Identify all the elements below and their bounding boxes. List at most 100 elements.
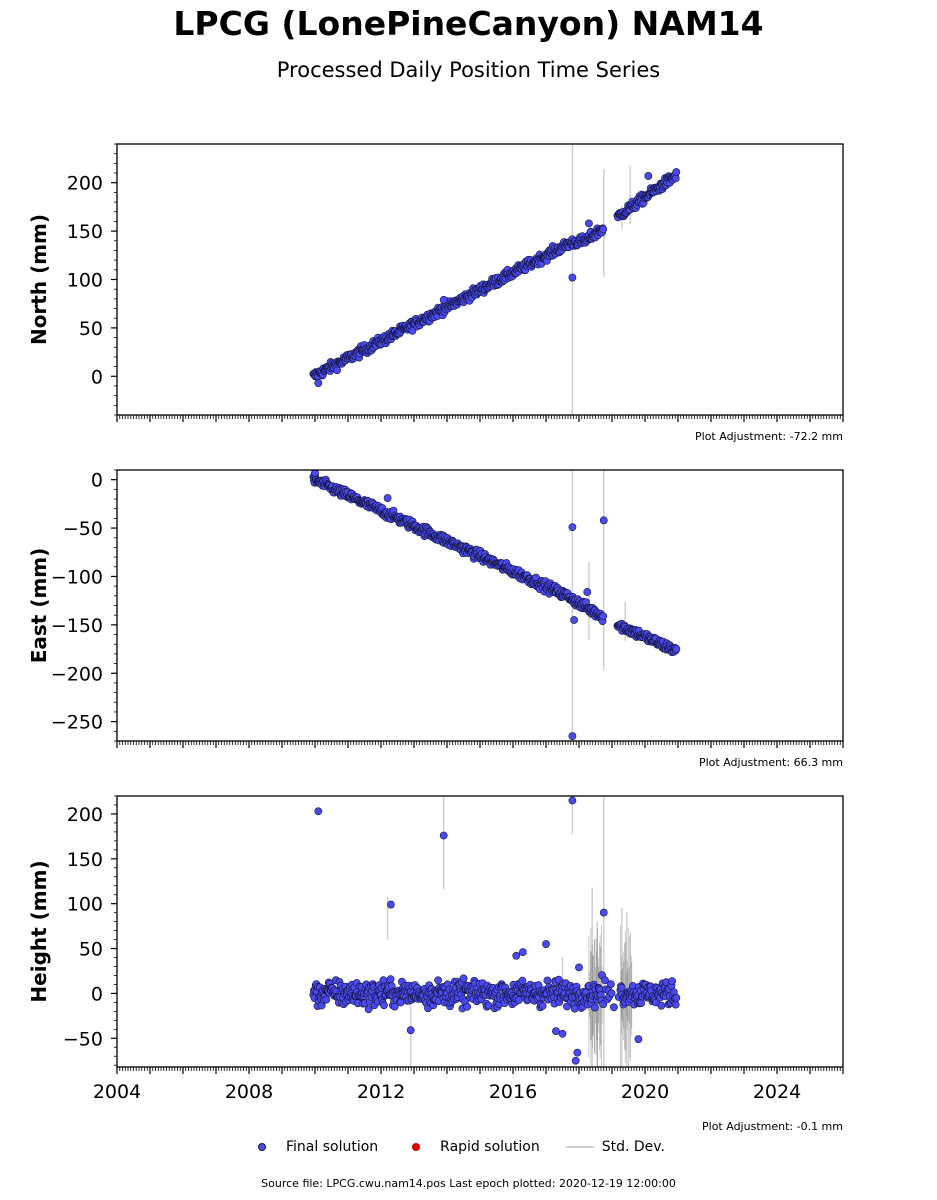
data-point <box>519 948 527 957</box>
data-point <box>607 989 616 998</box>
data-point <box>396 998 405 1007</box>
data-point <box>364 1005 373 1014</box>
y-tick-label: −200 <box>51 663 103 685</box>
y-tick-label: 50 <box>79 939 103 961</box>
y-tick-label: 50 <box>79 318 103 340</box>
data-point <box>585 219 593 228</box>
panel-3: −50 0 50 100 150 200 2004 2008 2012 2016 2020 2024 H… <box>27 795 844 1133</box>
legend-item-final: Final solution <box>250 1139 378 1155</box>
data-point <box>333 366 341 375</box>
data-point <box>314 807 323 816</box>
y-tick-label: 100 <box>67 270 103 292</box>
data-point <box>568 796 577 805</box>
y-tick-label: −100 <box>51 566 103 588</box>
data-point <box>671 1000 680 1009</box>
data-point <box>518 976 527 985</box>
y-tick-label: 150 <box>67 221 103 243</box>
chart-subtitle: Processed Daily Position Time Series <box>276 58 661 82</box>
data-point <box>558 1029 567 1038</box>
data-point <box>568 273 577 282</box>
y-axis-label: East (mm) <box>27 548 51 664</box>
data-point <box>672 168 681 176</box>
data-point <box>439 831 448 840</box>
data-point <box>314 379 323 387</box>
y-tick-label: 0 <box>91 983 103 1005</box>
plot-area <box>309 144 681 415</box>
data-point <box>573 1048 582 1057</box>
std-dev-line-icon <box>565 1140 594 1154</box>
final-solution-marker-icon <box>250 1140 278 1154</box>
data-point <box>380 1001 388 1010</box>
data-point <box>463 1002 472 1011</box>
legend: Final solution Rapid solution Std. Dev. <box>250 1136 691 1158</box>
data-point <box>439 295 448 304</box>
legend-label-stddev: Std. Dev. <box>601 1139 665 1155</box>
source-note: Source file: LPCG.cwu.nam14.pos Last epo… <box>261 1177 676 1190</box>
y-tick-label: −150 <box>51 615 103 637</box>
data-point <box>599 225 608 234</box>
data-point <box>599 516 608 525</box>
y-tick-label: −50 <box>63 518 103 540</box>
data-point <box>406 1026 415 1035</box>
data-point <box>657 1001 666 1010</box>
plot-area <box>309 796 681 1067</box>
legend-item-rapid: Rapid solution <box>404 1139 540 1155</box>
data-point <box>599 908 608 917</box>
legend-item-stddev: Std. Dev. <box>565 1139 665 1155</box>
y-tick-label: −50 <box>63 1028 103 1050</box>
data-point <box>568 732 577 741</box>
data-point <box>599 612 608 621</box>
y-axis-label: North (mm) <box>27 214 51 345</box>
data-point <box>568 523 577 532</box>
data-point <box>672 994 681 1002</box>
data-point <box>383 494 392 502</box>
data-point <box>512 951 521 960</box>
rapid-solution-marker-icon <box>404 1140 432 1154</box>
data-point <box>668 977 676 986</box>
data-point <box>434 976 442 985</box>
chart-title: LPCG (LonePineCanyon) NAM14 <box>173 4 764 43</box>
data-point <box>538 1002 547 1010</box>
data-point <box>552 1027 560 1036</box>
plot-frame <box>116 469 844 742</box>
data-point <box>637 999 646 1007</box>
data-point <box>671 174 680 183</box>
data-point <box>591 1003 599 1012</box>
data-point <box>610 1003 618 1012</box>
y-tick-label: 0 <box>91 470 103 492</box>
legend-label-final: Final solution <box>286 1139 379 1155</box>
data-point <box>607 980 615 988</box>
plot-frame <box>116 795 844 1068</box>
data-point <box>542 940 550 948</box>
data-point <box>617 983 626 992</box>
plot-area <box>309 470 681 741</box>
data-point <box>311 470 319 477</box>
data-point <box>672 645 681 653</box>
x-tick-label: 2020 <box>621 1081 669 1103</box>
y-tick-label: 100 <box>67 894 103 916</box>
x-tick-label: 2024 <box>753 1081 801 1103</box>
data-point <box>601 976 609 985</box>
data-point <box>322 995 331 1004</box>
y-tick-label: 200 <box>67 804 103 826</box>
x-tick-label: 2004 <box>93 1081 141 1103</box>
plot-adjustment-note: Plot Adjustment: -0.1 mm <box>702 1120 843 1133</box>
data-point <box>386 975 395 984</box>
x-tick-label: 2016 <box>489 1081 537 1103</box>
panel-2: 0 −50 −100 −150 −200 −250 East (mm) Plot Adjust… <box>27 469 844 769</box>
data-point <box>543 976 552 985</box>
data-point <box>644 172 653 180</box>
y-tick-label: −250 <box>51 712 103 734</box>
y-tick-label: 150 <box>67 849 103 871</box>
data-point <box>634 1035 643 1044</box>
data-point <box>571 1056 580 1065</box>
y-tick-label: 200 <box>67 173 103 195</box>
x-tick-label: 2012 <box>357 1081 405 1103</box>
legend-label-rapid: Rapid solution <box>440 1139 540 1155</box>
data-point <box>570 616 578 624</box>
data-point <box>575 963 583 972</box>
data-point <box>583 588 592 596</box>
data-point <box>386 900 395 909</box>
plot-adjustment-note: Plot Adjustment: 66.3 mm <box>699 756 843 769</box>
